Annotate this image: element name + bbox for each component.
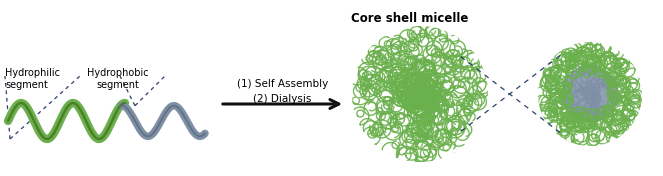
Text: (2) Dialysis: (2) Dialysis xyxy=(253,94,312,104)
Text: (1) Self Assembly: (1) Self Assembly xyxy=(237,79,328,89)
Text: Hydrophilic
segment: Hydrophilic segment xyxy=(5,68,60,90)
Text: Hydrophobic
segment: Hydrophobic segment xyxy=(88,68,149,90)
Circle shape xyxy=(562,66,618,122)
Text: Core shell micelle: Core shell micelle xyxy=(351,11,469,24)
